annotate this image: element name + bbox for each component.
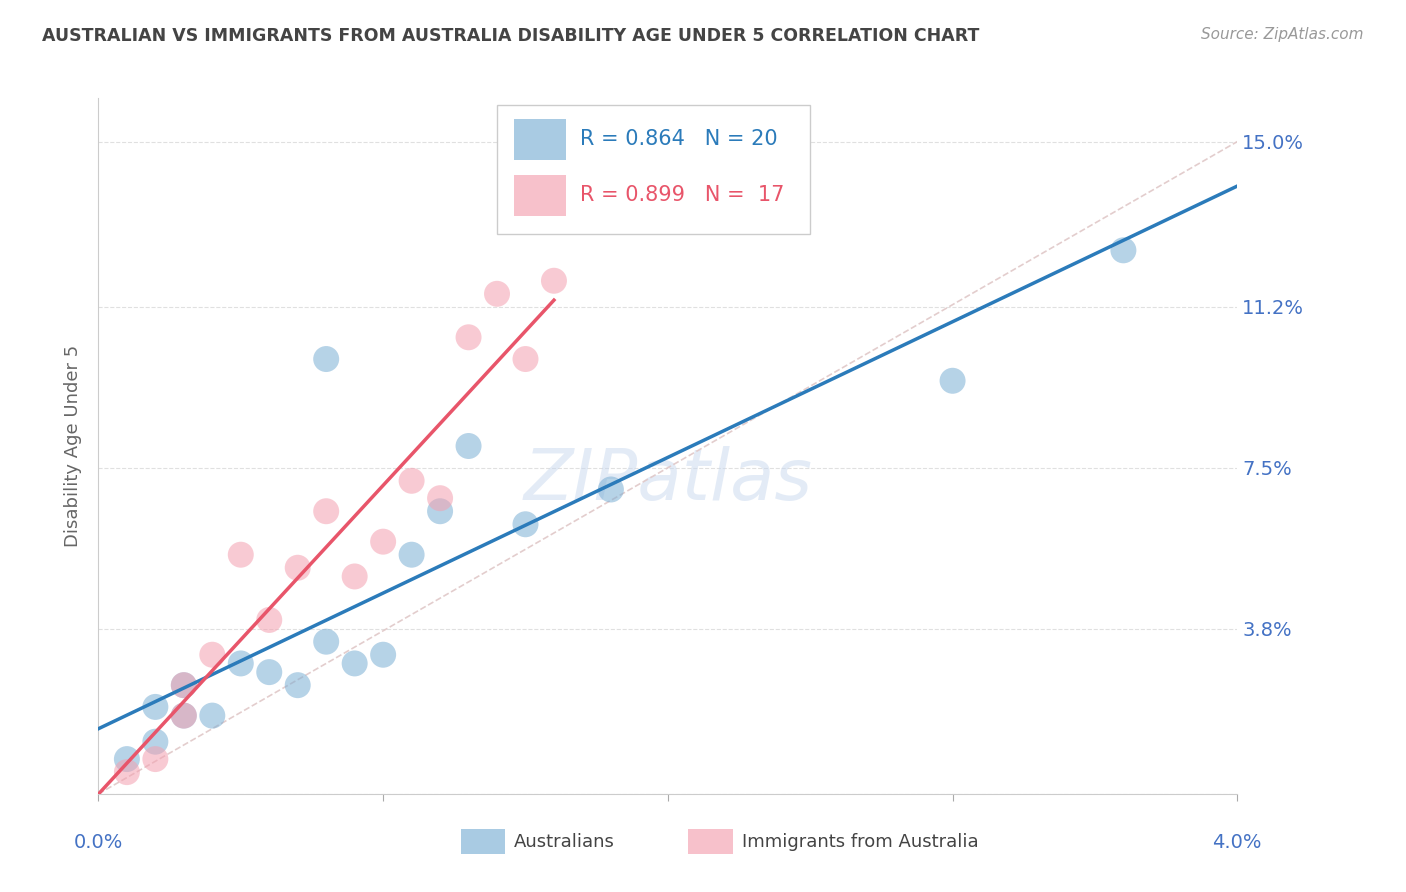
Point — [173, 678, 195, 692]
Point — [1112, 244, 1135, 258]
Text: ZIPatlas: ZIPatlas — [523, 446, 813, 516]
Point — [315, 504, 337, 518]
FancyBboxPatch shape — [461, 830, 505, 855]
FancyBboxPatch shape — [689, 830, 733, 855]
Point — [401, 474, 423, 488]
Text: Immigrants from Australia: Immigrants from Australia — [742, 833, 979, 851]
Point — [173, 678, 195, 692]
Point — [287, 678, 309, 692]
Point — [315, 351, 337, 366]
Point — [515, 351, 537, 366]
Point — [401, 548, 423, 562]
Point — [145, 735, 167, 749]
Point — [343, 569, 366, 583]
Point — [315, 634, 337, 648]
Text: 4.0%: 4.0% — [1212, 833, 1263, 852]
Point — [229, 657, 252, 671]
Text: R = 0.899   N =  17: R = 0.899 N = 17 — [581, 185, 785, 205]
Y-axis label: Disability Age Under 5: Disability Age Under 5 — [63, 345, 82, 547]
Text: R = 0.864   N = 20: R = 0.864 N = 20 — [581, 129, 778, 149]
Point — [457, 439, 479, 453]
Point — [145, 699, 167, 714]
FancyBboxPatch shape — [515, 119, 567, 160]
Point — [287, 561, 309, 575]
Point — [259, 613, 281, 627]
Point — [115, 765, 138, 780]
Point — [343, 657, 366, 671]
FancyBboxPatch shape — [515, 175, 567, 216]
Point — [173, 708, 195, 723]
Point — [229, 548, 252, 562]
Point — [259, 665, 281, 680]
FancyBboxPatch shape — [498, 105, 810, 234]
Point — [201, 708, 224, 723]
Text: AUSTRALIAN VS IMMIGRANTS FROM AUSTRALIA DISABILITY AGE UNDER 5 CORRELATION CHART: AUSTRALIAN VS IMMIGRANTS FROM AUSTRALIA … — [42, 27, 980, 45]
Point — [115, 752, 138, 766]
Point — [600, 483, 623, 497]
Text: 0.0%: 0.0% — [73, 833, 124, 852]
Point — [429, 491, 451, 505]
Point — [942, 374, 965, 388]
Point — [457, 330, 479, 344]
Point — [429, 504, 451, 518]
Point — [543, 274, 565, 288]
Point — [486, 286, 509, 301]
Point — [173, 708, 195, 723]
Text: Source: ZipAtlas.com: Source: ZipAtlas.com — [1201, 27, 1364, 42]
Point — [515, 517, 537, 532]
Point — [201, 648, 224, 662]
Point — [371, 534, 394, 549]
Point — [371, 648, 394, 662]
Point — [145, 752, 167, 766]
Text: Australians: Australians — [515, 833, 614, 851]
